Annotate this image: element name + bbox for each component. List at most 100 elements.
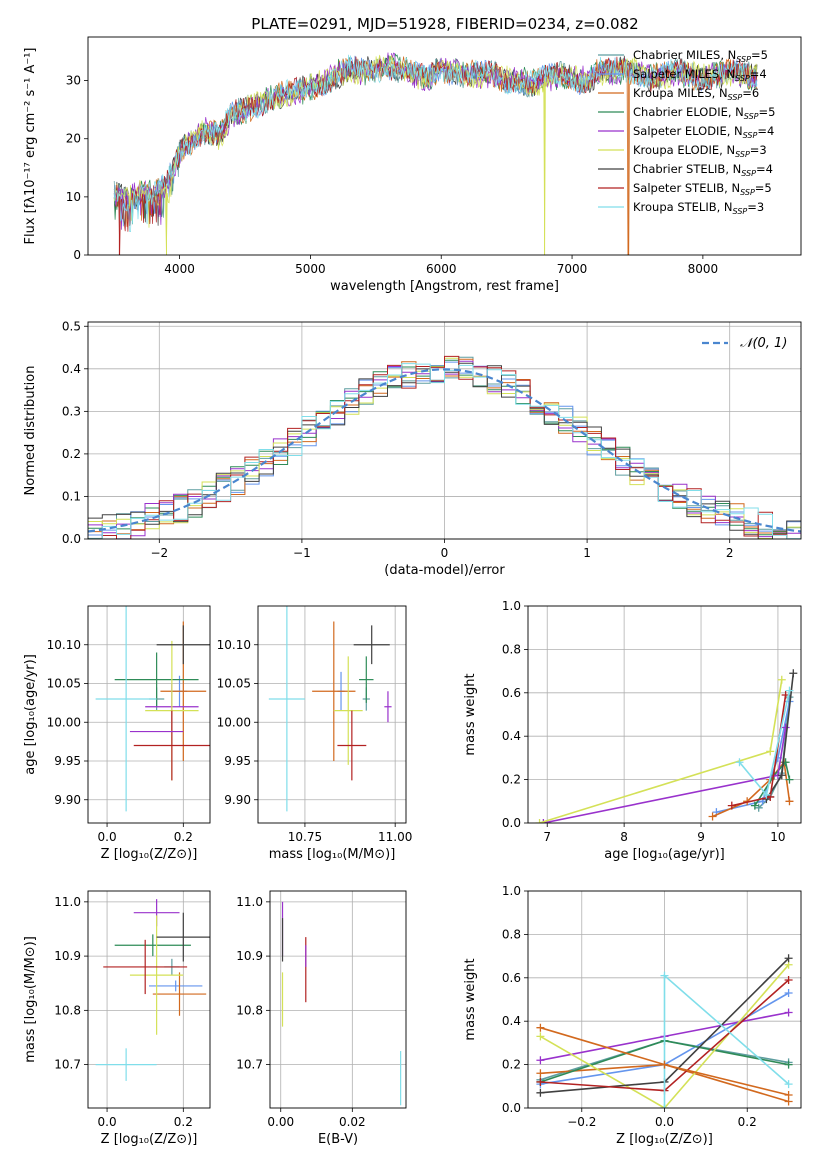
x-tick-label: 6000 <box>426 262 457 276</box>
y-tick-label: 10.8 <box>54 1003 81 1017</box>
legend-entry: Kroupa STELIB, NSSP=3 <box>633 200 764 216</box>
series-marker <box>784 1060 793 1069</box>
x-tick-label: 4000 <box>164 262 195 276</box>
legend-sub: SSP <box>735 150 750 159</box>
legend-tail: =5 <box>751 48 768 62</box>
y-axis-label: age [log₁₀(age/yr)] <box>23 654 38 775</box>
errorbar-point <box>333 656 363 765</box>
series-marker <box>539 819 548 823</box>
legend-name: Chabrier MILES, N <box>633 48 736 62</box>
series-marker <box>784 1008 793 1017</box>
x-axis-label: Z [log₁₀(Z/Z⊙)] <box>101 1132 198 1147</box>
series-marker <box>660 1060 669 1069</box>
plot-area <box>535 669 798 823</box>
x-tick-label: 7 <box>543 830 551 844</box>
x-tick-label: 9 <box>697 830 705 844</box>
x-tick-label: 0.00 <box>267 1115 294 1129</box>
y-tick-label: 1.0 <box>502 599 521 613</box>
x-tick-label: 11.00 <box>378 830 412 844</box>
series-marker <box>777 675 786 684</box>
x-axis-label: Z [log₁₀(Z/Z⊙)] <box>101 847 198 862</box>
panel-massweight-vs-age: 7 8 9 10 0.0 0.2 0.4 0.6 0.8 1.0 age [log₁₀(age/yr… <box>463 599 802 862</box>
errorbar-point <box>95 606 157 812</box>
y-tick-label: 0.6 <box>502 686 521 700</box>
series-line <box>663 973 790 1108</box>
axes-frame <box>269 890 407 1109</box>
errorbar-point <box>114 652 199 707</box>
legend-name: Kroupa MILES, N <box>633 86 728 100</box>
plot-area <box>95 606 210 812</box>
plot-area <box>281 901 402 1106</box>
errorbar-point <box>312 621 356 761</box>
spectrum-line <box>113 54 758 233</box>
x-axis-label: (data-model)/error <box>384 563 505 578</box>
series-marker <box>536 1032 545 1041</box>
errorbar-point <box>129 915 184 1035</box>
y-tick-label: 0.6 <box>502 971 521 985</box>
y-tick-label: 11.0 <box>54 895 81 909</box>
x-tick-label: 0.0 <box>98 1115 117 1129</box>
series-line <box>540 964 790 1108</box>
legend-sub: SSP <box>744 112 759 121</box>
series-marker <box>727 801 736 810</box>
y-tick-label: 10.9 <box>236 949 263 963</box>
legend-sub: SSP <box>740 188 755 197</box>
series-marker <box>789 669 798 678</box>
y-tick-label: 0.3 <box>62 404 81 418</box>
histogram-step <box>88 355 801 539</box>
y-tick-label: 10.05 <box>47 677 81 691</box>
y-tick-label: 10.7 <box>54 1058 81 1072</box>
y-tick-label: 0.0 <box>502 816 521 830</box>
panel-mass-vs-ebv: 0.00 0.02 10.7 10.8 10.9 11.0 E(B-V) <box>236 890 407 1147</box>
y-tick-label: 0.2 <box>62 447 81 461</box>
legend-entry: Salpeter STELIB, NSSP=5 <box>633 181 772 197</box>
plot-area <box>95 899 210 1081</box>
figure-title: PLATE=0291, MJD=51928, FIBERID=0234, z=0… <box>251 15 638 33</box>
errorbar-point <box>95 1048 157 1081</box>
series-marker <box>536 1069 545 1078</box>
errorbar-point <box>359 656 374 703</box>
x-tick-label: −0.2 <box>567 1115 596 1129</box>
y-tick-label: 0.8 <box>502 927 521 941</box>
x-tick-label: 0 <box>441 546 449 560</box>
errorbar-point <box>384 691 392 723</box>
y-tick-label: 9.90 <box>54 793 81 807</box>
panel-spectrum: 4000 5000 6000 7000 8000 0 10 20 30 wavelength [A… <box>23 36 802 294</box>
y-tick-label: 10.10 <box>217 638 251 652</box>
x-axis-label: wavelength [Angstrom, rest frame] <box>330 279 559 294</box>
errorbar-point <box>156 625 210 665</box>
y-axis-label: mass weight <box>463 673 478 755</box>
series-marker <box>535 819 544 823</box>
legend-name: Kroupa ELODIE, N <box>633 143 735 157</box>
series-marker <box>762 790 771 799</box>
x-axis-label: E(B-V) <box>318 1132 358 1147</box>
axes-frame <box>527 605 802 824</box>
series-marker <box>536 1023 545 1032</box>
series-marker <box>536 1077 545 1086</box>
y-tick-label: 11.0 <box>236 895 263 909</box>
x-tick-label: 0.02 <box>339 1115 366 1129</box>
panel-age-vs-Z: 0.0 0.2 9.90 9.95 10.00 10.05 10.10 Z [log₁₀(Z/… <box>23 605 211 862</box>
y-tick-label: 10.10 <box>47 638 81 652</box>
x-tick-label: 2 <box>726 546 734 560</box>
legend-tail: =6 <box>742 86 759 100</box>
series-marker <box>536 1056 545 1065</box>
legend-sub: SSP <box>735 74 750 83</box>
series-line <box>754 760 791 807</box>
x-tick-label: 10.75 <box>288 830 322 844</box>
series-marker <box>785 686 794 695</box>
x-tick-label: −2 <box>150 546 168 560</box>
x-axis-label: age [log₁₀(age/yr)] <box>604 847 725 862</box>
y-tick-label: 10.00 <box>217 715 251 729</box>
y-tick-label: 30 <box>66 74 81 88</box>
y-axis-label: Flux [fλ10⁻¹⁷ erg cm⁻² s⁻¹ A⁻¹] <box>23 48 38 245</box>
y-tick-label: 20 <box>66 132 81 146</box>
legend-tail: =4 <box>756 162 773 176</box>
y-tick-label: 0.1 <box>62 489 81 503</box>
errorbar-point <box>114 934 191 957</box>
errorbar-point <box>133 710 210 781</box>
plot-area <box>268 606 392 812</box>
legend-sub: SSP <box>736 55 751 64</box>
legend-entry: 𝒩(0, 1) <box>740 336 787 351</box>
x-tick-label: 0.2 <box>174 1115 193 1129</box>
